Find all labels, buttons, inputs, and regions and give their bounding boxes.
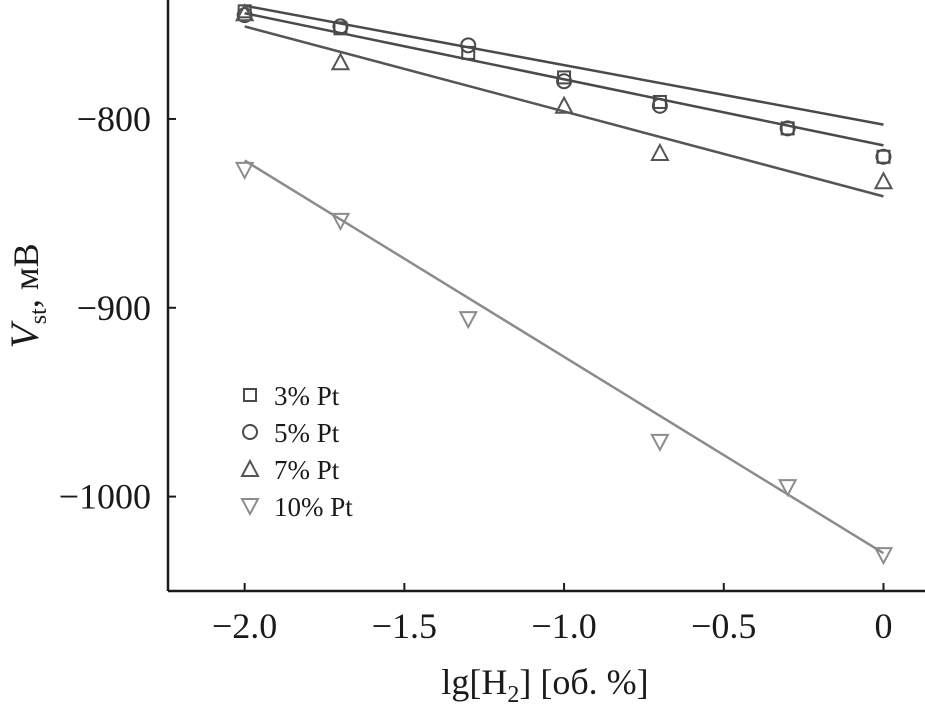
fit-line	[244, 4, 884, 126]
data-point	[330, 212, 351, 232]
x-tick-label: −2.0	[212, 606, 277, 646]
data-point	[777, 479, 798, 498]
legend-label: 5% Pt	[274, 418, 340, 448]
x-axis-title: lg[H2] [об. %]	[441, 662, 648, 708]
data-point	[236, 7, 253, 24]
x-tick-label: 0	[874, 606, 892, 646]
data-point	[234, 161, 255, 181]
data-point	[556, 73, 573, 90]
fit-line	[244, 11, 884, 147]
data-point	[650, 433, 670, 452]
data-point	[873, 547, 894, 566]
data-point	[779, 120, 796, 137]
data-point	[461, 45, 476, 60]
data-point	[234, 3, 255, 22]
data-point	[332, 18, 349, 35]
fit-lines	[244, 4, 885, 555]
legend-marker	[243, 388, 257, 402]
data-point	[873, 171, 894, 190]
y-tick-label: −1000	[59, 477, 151, 517]
data-point	[554, 95, 574, 114]
x-ticks: −2.0 −1.5 −1.0 −0.5 0	[212, 583, 892, 646]
y-ticks: −800 −900 −1000	[59, 99, 176, 517]
legend-marker	[240, 498, 260, 517]
fit-line	[244, 25, 884, 198]
y-tick-label: −900	[77, 288, 151, 328]
legend-label: 7% Pt	[274, 455, 340, 485]
legend-label: 10% Pt	[274, 492, 353, 522]
data-point	[876, 149, 891, 164]
data-point	[458, 311, 478, 330]
legend-label: 3% Pt	[274, 381, 340, 411]
x-tick-label: −0.5	[691, 606, 756, 646]
markers	[234, 3, 894, 566]
data-point	[875, 148, 892, 165]
legend: 3% Pt 5% Pt 7% Pt 10% Pt	[240, 381, 353, 522]
axes	[166, 0, 925, 593]
x-tick-label: −1.0	[531, 606, 596, 646]
fit-line	[244, 159, 885, 555]
legend-marker	[240, 458, 260, 477]
y-tick-label: −800	[77, 99, 151, 139]
data-point	[460, 37, 477, 54]
data-point	[651, 97, 668, 114]
data-point	[330, 52, 351, 71]
legend-marker	[242, 424, 258, 440]
data-point	[650, 142, 670, 161]
x-tick-label: −1.5	[372, 606, 437, 646]
y-axis-title: Vst, мВ	[2, 243, 52, 348]
